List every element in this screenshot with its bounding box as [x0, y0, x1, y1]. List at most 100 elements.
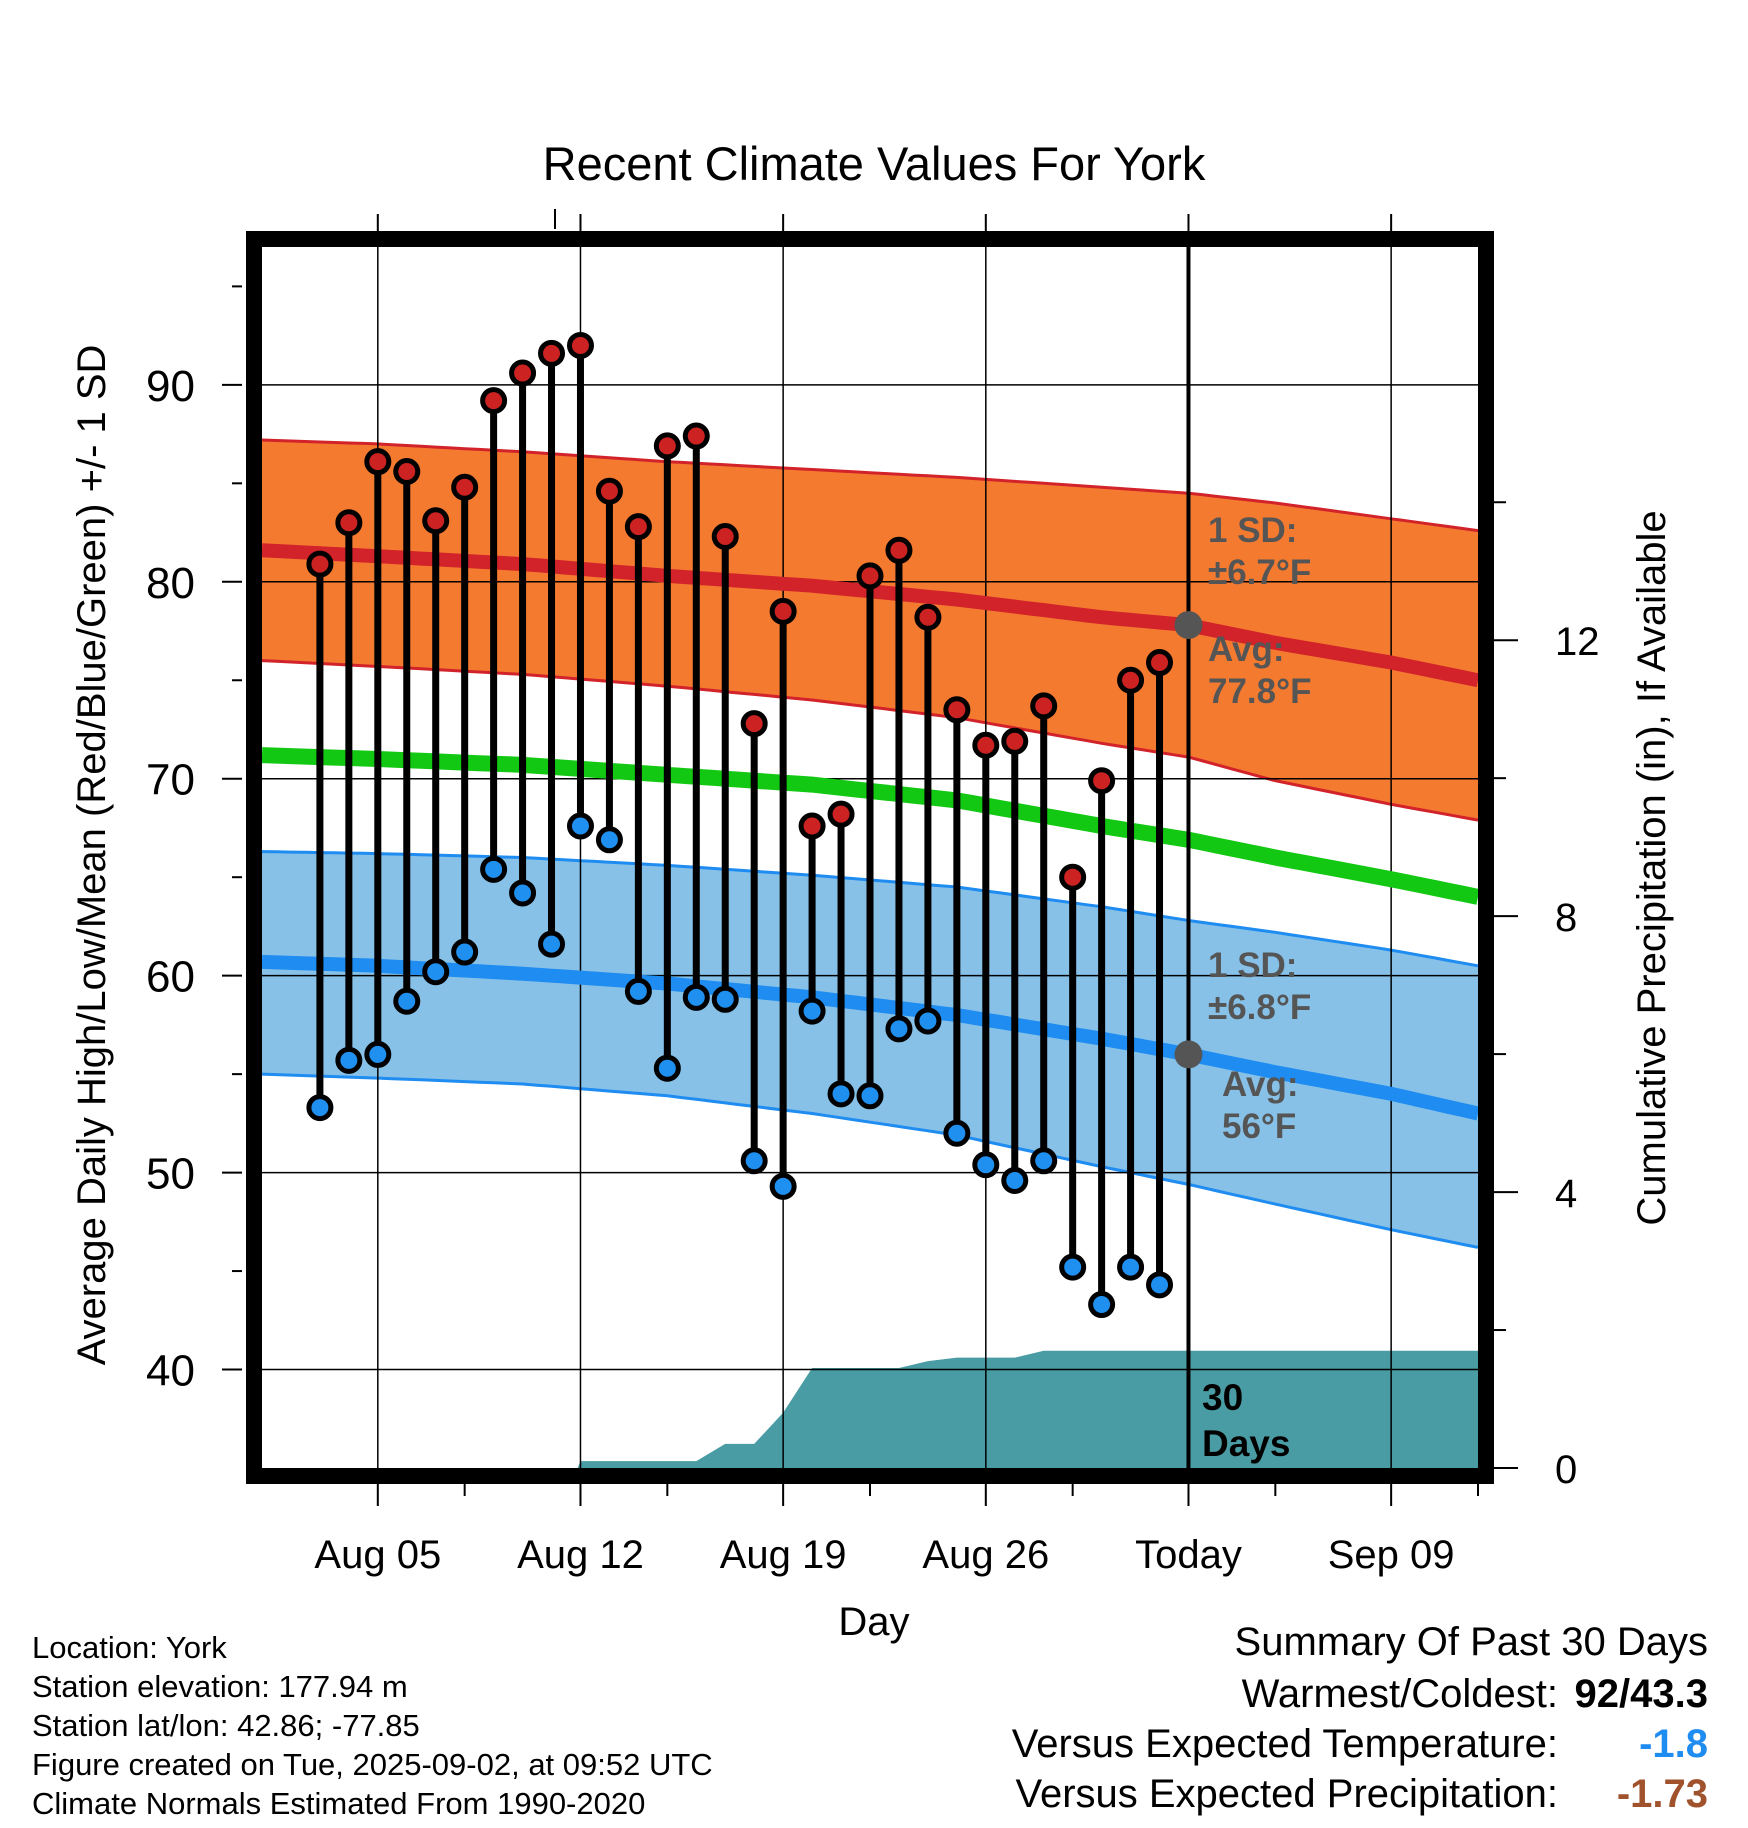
summary-precip: Versus Expected Precipitation: -1.73	[1015, 1772, 1708, 1817]
low-avg-label: Avg:	[1222, 1065, 1298, 1104]
latlon-text: Station lat/lon: 42.86; -77.85	[32, 1708, 420, 1743]
daily-low-point	[682, 983, 710, 1011]
daily-high-point	[538, 339, 566, 367]
daily-low-point	[1146, 1271, 1174, 1299]
daily-low-point	[422, 958, 450, 986]
daily-low-point	[798, 997, 826, 1025]
x-tick-label: Today	[1135, 1533, 1242, 1577]
daily-low-point	[1059, 1253, 1087, 1281]
daily-low-point	[856, 1082, 884, 1110]
daily-low-point	[653, 1054, 681, 1082]
elevation-text: Station elevation: 177.94 m	[32, 1669, 408, 1704]
daily-low-point	[306, 1094, 334, 1122]
daily-low-point	[566, 812, 594, 840]
daily-high-point	[1088, 767, 1116, 795]
daily-high-point	[1001, 727, 1029, 755]
daily-high-point	[740, 710, 768, 738]
y-axis-label-left: Average Daily High/Low/Mean (Red/Blue/Gr…	[70, 345, 114, 1366]
low-avg-value: 56°F	[1222, 1107, 1296, 1146]
daily-high-point	[914, 603, 942, 631]
daily-high-point	[595, 477, 623, 505]
daily-low-point	[509, 879, 537, 907]
daily-high-point	[624, 513, 652, 541]
daily-low-point	[1117, 1253, 1145, 1281]
summary-title: Summary Of Past 30 Days	[1234, 1620, 1708, 1664]
daily-high-point	[566, 331, 594, 359]
created-text: Figure created on Tue, 2025-09-02, at 09…	[32, 1747, 713, 1782]
daily-high-point	[364, 448, 392, 476]
y2-tick-label: 12	[1555, 620, 1600, 664]
high-sd-label: 1 SD:	[1208, 511, 1297, 550]
daily-high-point	[1030, 692, 1058, 720]
daily-high-point	[335, 509, 363, 537]
daily-high-point	[682, 422, 710, 450]
station-info: Location: York Station elevation: 177.94…	[32, 1628, 713, 1823]
chart-title: Recent Climate Values For York	[543, 137, 1206, 190]
days-label: Days	[1202, 1423, 1290, 1464]
daily-high-point	[798, 812, 826, 840]
y2-tick-label: 0	[1555, 1448, 1577, 1492]
daily-high-point	[1146, 649, 1174, 677]
daily-high-point	[653, 432, 681, 460]
high-avg-value: 77.8°F	[1208, 672, 1312, 711]
normals-text: Climate Normals Estimated From 1990-2020	[32, 1786, 646, 1821]
daily-high-point	[885, 536, 913, 564]
x-axis-label: Day	[838, 1600, 909, 1644]
daily-low-point	[943, 1119, 971, 1147]
x-tick-label: Aug 05	[314, 1533, 441, 1577]
precip-label: Versus Expected Precipitation:	[1015, 1772, 1558, 1816]
y-tick-label: 80	[146, 559, 195, 608]
summary-temp: Versus Expected Temperature: -1.8	[1012, 1722, 1708, 1767]
x-tick-label: Aug 12	[517, 1533, 644, 1577]
precip-value: -1.73	[1616, 1772, 1708, 1816]
daily-high-point	[393, 458, 421, 486]
daily-low-point	[1001, 1166, 1029, 1194]
y-tick-label: 90	[146, 362, 195, 411]
daily-high-point	[827, 800, 855, 828]
high-avg-label: Avg:	[1208, 630, 1284, 669]
today-high-normal-marker	[1174, 611, 1203, 640]
daily-low-point	[769, 1172, 797, 1200]
daily-low-point	[364, 1040, 392, 1068]
daily-high-point	[1059, 863, 1087, 891]
x-tick-label: Sep 09	[1328, 1533, 1455, 1577]
daily-high-point	[422, 507, 450, 535]
daily-low-point	[451, 938, 479, 966]
temp-value: -1.8	[1639, 1722, 1708, 1766]
daily-high-point	[769, 597, 797, 625]
daily-low-point	[914, 1007, 942, 1035]
daily-low-point	[1030, 1147, 1058, 1175]
daily-high-point	[480, 387, 508, 415]
warm-cold-label: Warmest/Coldest:	[1241, 1672, 1558, 1716]
today-low-normal-marker	[1174, 1040, 1203, 1069]
y-tick-label: 60	[146, 953, 195, 1002]
location-text: Location: York	[32, 1630, 227, 1665]
high-sd-value: ±6.7°F	[1208, 553, 1311, 592]
daily-low-point	[624, 977, 652, 1005]
daily-high-point	[943, 696, 971, 724]
low-sd-label: 1 SD:	[1208, 946, 1297, 985]
temp-label: Versus Expected Temperature:	[1011, 1722, 1558, 1766]
daily-low-point	[972, 1151, 1000, 1179]
y-tick-label: 50	[146, 1150, 195, 1199]
daily-low-point	[1088, 1291, 1116, 1319]
daily-low-point	[740, 1147, 768, 1175]
x-tick-label: Aug 26	[922, 1533, 1049, 1577]
daily-high-point	[451, 473, 479, 501]
daily-low-point	[335, 1046, 363, 1074]
daily-high-point	[1117, 666, 1145, 694]
daily-high-point	[306, 550, 334, 578]
daily-high-point	[711, 522, 739, 550]
daily-low-point	[595, 826, 623, 854]
daily-low-point	[711, 985, 739, 1013]
y2-tick-label: 8	[1555, 896, 1577, 940]
daily-high-point	[972, 731, 1000, 759]
daily-low-point	[885, 1015, 913, 1043]
low-sd-value: ±6.8°F	[1208, 988, 1311, 1027]
y-axis-label-right: Cumulative Precipitation (in), If Availa…	[1630, 510, 1674, 1225]
summary-warm-cold: Warmest/Coldest: 92/43.3	[1242, 1672, 1708, 1717]
daily-high-point	[509, 359, 537, 387]
warm-cold-value: 92/43.3	[1574, 1672, 1708, 1716]
